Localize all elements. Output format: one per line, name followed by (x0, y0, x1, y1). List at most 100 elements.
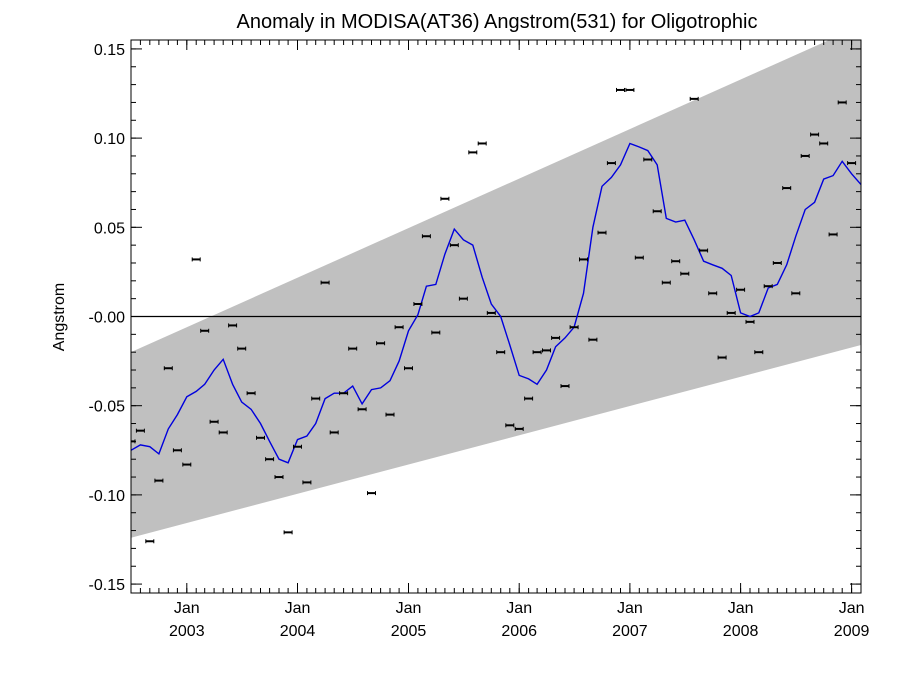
data-point (256, 435, 266, 440)
data-point (440, 196, 450, 201)
data-point (763, 284, 773, 289)
y-tick-label: 0.05 (94, 220, 125, 237)
x-tick-month: Jan (396, 600, 422, 617)
data-point (819, 141, 829, 146)
data-point (791, 291, 801, 296)
y-tick-label: 0.15 (94, 42, 125, 59)
data-point (652, 209, 662, 214)
data-point (413, 302, 423, 307)
data-point (154, 478, 164, 483)
data-point (367, 491, 377, 496)
data-point (745, 319, 755, 324)
data-point (726, 310, 736, 315)
x-tick-year: 2004 (280, 623, 316, 640)
data-point (810, 132, 820, 137)
x-tick-month: Jan (506, 600, 532, 617)
x-tick-year: 2007 (612, 623, 648, 640)
data-point (191, 257, 201, 262)
data-point (135, 428, 145, 433)
data-point (320, 280, 330, 285)
data-point (588, 337, 598, 342)
data-point (717, 355, 727, 360)
data-point (228, 323, 238, 328)
data-point (348, 346, 358, 351)
data-point (311, 396, 321, 401)
data-point (578, 257, 588, 262)
data-point (800, 153, 810, 158)
plot-area: 0.15 0.10 0.05 -0.00 -0.05 -0.10 -0.15 Jan 2003 J… (89, 39, 870, 640)
data-point (828, 232, 838, 237)
data-point (661, 280, 671, 285)
x-tick-month: Jan (839, 600, 865, 617)
data-point (274, 475, 284, 480)
data-point (404, 366, 414, 371)
data-point (265, 457, 275, 462)
data-point (394, 325, 404, 330)
x-tick-month: Jan (617, 600, 643, 617)
data-point (468, 150, 478, 155)
data-point (486, 310, 496, 315)
data-point (302, 480, 312, 485)
y-tick-label: -0.05 (89, 399, 126, 416)
data-point (339, 391, 349, 396)
x-tick-year: 2006 (501, 623, 537, 640)
data-point (837, 100, 847, 105)
data-point (218, 430, 228, 435)
data-point (708, 291, 718, 296)
data-point (458, 296, 468, 301)
data-point (329, 430, 339, 435)
y-tick-label: -0.15 (89, 577, 126, 594)
x-tick-year: 2005 (391, 623, 427, 640)
data-point (671, 259, 681, 264)
data-point (182, 462, 192, 467)
y-tick-label: -0.00 (89, 310, 126, 327)
data-point (421, 234, 431, 239)
data-point (376, 341, 386, 346)
x-tick-year: 2008 (723, 623, 759, 640)
x-tick-year: 2009 (834, 623, 870, 640)
monthly-points (131, 87, 857, 544)
y-axis-label: Angstrom (51, 283, 68, 351)
x-tick-month: Jan (728, 600, 754, 617)
data-point (847, 161, 857, 166)
data-point (569, 325, 579, 330)
data-point (782, 186, 792, 191)
data-point (532, 350, 542, 355)
data-point (449, 243, 459, 248)
confidence-band (131, 40, 861, 538)
data-point (357, 407, 367, 412)
data-point (541, 348, 551, 353)
data-point (560, 384, 570, 389)
data-point (754, 350, 764, 355)
data-point (145, 539, 155, 544)
data-point (200, 328, 210, 333)
data-point (246, 391, 256, 396)
data-point (385, 412, 395, 417)
data-point (680, 271, 690, 276)
data-point (597, 230, 607, 235)
y-tick-label: 0.10 (94, 131, 125, 148)
data-point (505, 423, 515, 428)
y-tick-label: -0.10 (89, 488, 126, 505)
data-point (209, 419, 219, 424)
data-point (283, 530, 293, 535)
x-tick-month: Jan (285, 600, 311, 617)
data-point (772, 260, 782, 265)
data-point (431, 330, 441, 335)
data-point (689, 96, 699, 101)
data-point (615, 87, 625, 92)
smoothed-line (131, 142, 861, 464)
data-point (551, 335, 561, 340)
data-point (293, 444, 303, 449)
data-point (496, 350, 506, 355)
data-point (514, 426, 524, 431)
x-tick-month: Jan (174, 600, 200, 617)
data-point (634, 255, 644, 260)
chart-title: Anomaly in MODISA(AT36) Angstrom(531) fo… (237, 11, 758, 33)
data-point (163, 366, 173, 371)
data-point (643, 157, 653, 162)
data-point (477, 141, 487, 146)
data-point (606, 161, 616, 166)
data-point (699, 248, 709, 253)
